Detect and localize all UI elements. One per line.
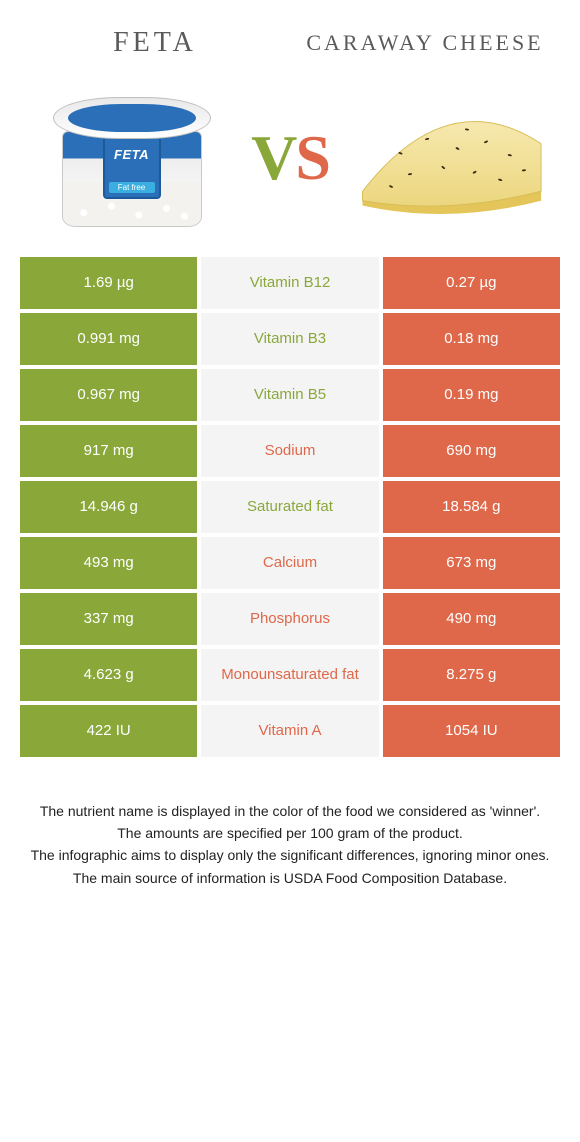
table-row: 493 mgCalcium673 mg: [20, 537, 560, 589]
left-value-cell: 0.991 mg: [20, 313, 197, 365]
left-value-cell: 1.69 µg: [20, 257, 197, 309]
left-food-image: [20, 83, 243, 233]
left-value-cell: 493 mg: [20, 537, 197, 589]
nutrient-name-cell: Vitamin B5: [201, 369, 378, 421]
right-value-cell: 0.19 mg: [383, 369, 560, 421]
right-food-title: CARAWAY CHEESE: [290, 31, 560, 55]
footnote-line: The main source of information is USDA F…: [20, 868, 560, 888]
left-value-cell: 917 mg: [20, 425, 197, 477]
nutrient-name-cell: Vitamin B3: [201, 313, 378, 365]
right-value-cell: 0.18 mg: [383, 313, 560, 365]
nutrient-name-cell: Calcium: [201, 537, 378, 589]
table-row: 917 mgSodium690 mg: [20, 425, 560, 477]
comparison-infographic: FETA CARAWAY CHEESE VS: [0, 28, 580, 920]
vs-label: VS: [251, 121, 329, 195]
nutrient-name-cell: Vitamin A: [201, 705, 378, 757]
feta-tub-icon: [47, 83, 217, 233]
footnote-line: The infographic aims to display only the…: [20, 845, 560, 865]
left-value-cell: 4.623 g: [20, 649, 197, 701]
left-food-title: FETA: [20, 28, 290, 59]
nutrient-name-cell: Monounsaturated fat: [201, 649, 378, 701]
table-row: 1.69 µgVitamin B120.27 µg: [20, 257, 560, 309]
right-value-cell: 1054 IU: [383, 705, 560, 757]
left-value-cell: 422 IU: [20, 705, 197, 757]
nutrient-name-cell: Saturated fat: [201, 481, 378, 533]
table-row: 4.623 gMonounsaturated fat8.275 g: [20, 649, 560, 701]
table-row: 0.991 mgVitamin B30.18 mg: [20, 313, 560, 365]
title-row: FETA CARAWAY CHEESE: [20, 28, 560, 59]
table-row: 422 IUVitamin A1054 IU: [20, 705, 560, 757]
hero-row: VS: [20, 83, 560, 233]
nutrient-name-cell: Vitamin B12: [201, 257, 378, 309]
vs-s-char: S: [295, 122, 329, 193]
footnotes: The nutrient name is displayed in the co…: [20, 801, 560, 888]
right-value-cell: 490 mg: [383, 593, 560, 645]
nutrient-table: 1.69 µgVitamin B120.27 µg0.991 mgVitamin…: [20, 257, 560, 757]
right-food-image: [337, 93, 560, 223]
footnote-line: The nutrient name is displayed in the co…: [20, 801, 560, 821]
right-value-cell: 0.27 µg: [383, 257, 560, 309]
right-value-cell: 673 mg: [383, 537, 560, 589]
right-value-cell: 8.275 g: [383, 649, 560, 701]
table-row: 337 mgPhosphorus490 mg: [20, 593, 560, 645]
caraway-cheese-icon: [353, 93, 543, 223]
right-value-cell: 690 mg: [383, 425, 560, 477]
table-row: 14.946 gSaturated fat18.584 g: [20, 481, 560, 533]
feta-tub-lid: [53, 97, 211, 139]
left-value-cell: 337 mg: [20, 593, 197, 645]
vs-v-char: V: [251, 122, 295, 193]
left-value-cell: 14.946 g: [20, 481, 197, 533]
left-value-cell: 0.967 mg: [20, 369, 197, 421]
nutrient-name-cell: Phosphorus: [201, 593, 378, 645]
right-value-cell: 18.584 g: [383, 481, 560, 533]
nutrient-name-cell: Sodium: [201, 425, 378, 477]
table-row: 0.967 mgVitamin B50.19 mg: [20, 369, 560, 421]
footnote-line: The amounts are specified per 100 gram o…: [20, 823, 560, 843]
feta-tub-label: [103, 129, 161, 199]
